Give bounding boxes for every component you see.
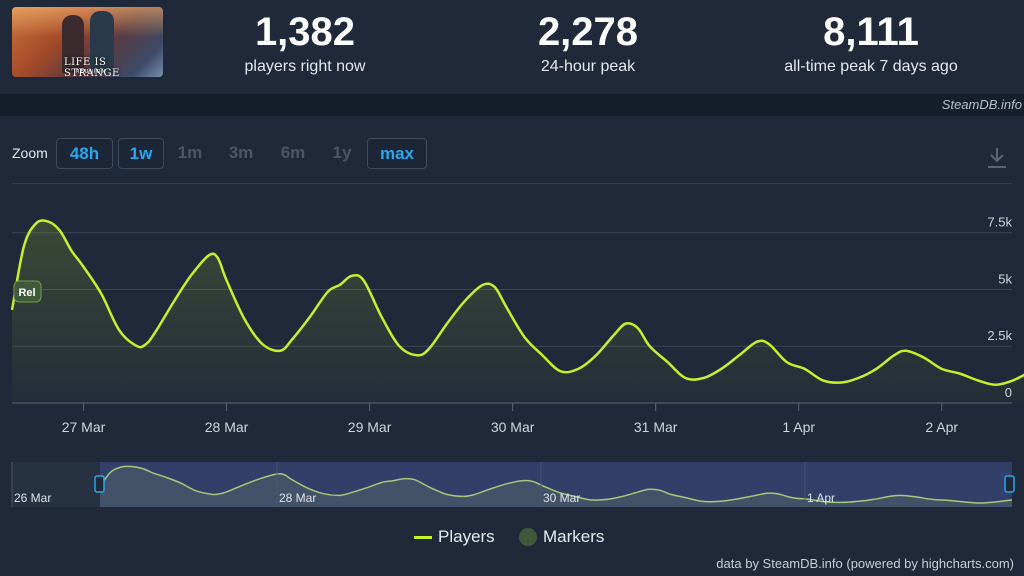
game-thumbnail[interactable]: LIFE IS STRANGE REUNION — [12, 7, 163, 77]
navigator-right-handle[interactable] — [1004, 475, 1015, 493]
marker-badge — [13, 280, 42, 303]
stat-value: 8,111 — [823, 10, 919, 54]
stat-value: 1,382 — [254, 10, 356, 54]
navigator: 26 Mar 28 Mar 30 Mar 1 Apr — [11, 462, 1015, 507]
navigator-left-handle[interactable] — [94, 475, 105, 493]
players-area — [12, 220, 1024, 403]
zoom-1m-button[interactable]: 1m — [177, 143, 203, 162]
stat-label: all-time peak 7 days ago — [784, 58, 958, 75]
download-icon[interactable] — [986, 146, 1008, 170]
x-tick-label: 29 Mar — [348, 419, 392, 435]
game-logo-text: LIFE IS STRANGE — [64, 57, 120, 77]
x-axis: 27 Mar 28 Mar 29 Mar 30 Mar 31 Mar 1 Apr 2 Apr — [62, 403, 958, 435]
x-tick-label: 28 Mar — [205, 419, 249, 435]
toolbar-divider — [12, 183, 1012, 184]
x-tick-label: 1 Apr — [782, 419, 815, 435]
stat-all-time-peak: 8,111 all-time peak 7 days ago — [760, 10, 982, 78]
navigator-tick-label: 30 Mar — [543, 491, 580, 505]
game-logo-sub: REUNION — [76, 69, 107, 75]
zoom-1w-button[interactable]: 1w — [118, 138, 164, 169]
stat-value: 2,278 — [537, 10, 639, 54]
legend-label: Players — [438, 527, 495, 546]
zoom-6m-button[interactable]: 6m — [280, 143, 306, 162]
marker-label: Rel — [18, 287, 35, 299]
navigator-tick-label: 1 Apr — [807, 491, 835, 505]
navigator-area — [100, 466, 1012, 507]
chart-credit[interactable]: data by SteamDB.info (powered by highcha… — [716, 556, 1014, 571]
thumbnail-figure — [90, 11, 114, 73]
navigator-line — [99, 465, 1013, 504]
zoom-1y-button[interactable]: 1y — [332, 143, 352, 162]
y-tick-label: 7.5k — [987, 215, 1012, 230]
navigator-tick-label: 28 Mar — [279, 491, 316, 505]
thumbnail-figure — [62, 15, 84, 73]
zoom-label: Zoom — [12, 145, 48, 161]
stat-label: 24-hour peak — [540, 58, 636, 75]
zoom-3m-button[interactable]: 3m — [228, 143, 254, 162]
zoom-48h-button[interactable]: 48h — [56, 138, 113, 169]
y-tick-label: 2.5k — [987, 328, 1012, 343]
header: LIFE IS STRANGE REUNION 1,382 players ri… — [0, 0, 1024, 94]
y-tick-label: 5k — [998, 271, 1012, 286]
chart-markers: Rel — [13, 280, 42, 303]
x-tick-label: 27 Mar — [62, 419, 106, 435]
legend-line-icon — [414, 535, 432, 539]
x-tick-label: 31 Mar — [634, 419, 678, 435]
zoom-max-button[interactable]: max — [367, 138, 427, 169]
x-tick-label: 30 Mar — [491, 419, 535, 435]
chart-legend: Players Markers — [0, 527, 1024, 551]
thumbnail-sky — [12, 7, 163, 37]
stat-24h-peak: 2,278 24-hour peak — [483, 10, 693, 78]
x-tick-label: 2 Apr — [925, 419, 958, 435]
source-bar: SteamDB.info — [0, 94, 1024, 116]
players-series — [10, 219, 1024, 403]
navigator-tick-label: 26 Mar — [14, 491, 51, 505]
legend-item-markers[interactable]: Markers — [519, 527, 604, 547]
source-label[interactable]: SteamDB.info — [941, 97, 1022, 112]
players-line — [10, 219, 1024, 387]
navigator-window — [100, 462, 1012, 507]
legend-label: Markers — [543, 527, 605, 546]
legend-dot-icon — [519, 528, 537, 546]
stat-current-players: 1,382 players right now — [200, 10, 410, 78]
stat-label: players right now — [244, 58, 366, 75]
legend-item-players[interactable]: Players — [414, 527, 495, 547]
release-marker: Rel — [13, 280, 42, 303]
